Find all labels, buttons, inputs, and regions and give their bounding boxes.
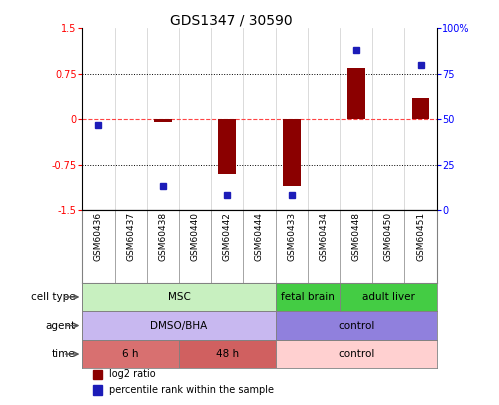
Bar xyxy=(82,340,179,369)
Text: GSM60451: GSM60451 xyxy=(416,212,425,261)
Text: log2 ratio: log2 ratio xyxy=(109,369,156,379)
Text: GSM60448: GSM60448 xyxy=(352,212,361,261)
Bar xyxy=(275,340,437,369)
Text: GSM60440: GSM60440 xyxy=(191,212,200,261)
Bar xyxy=(82,311,275,340)
Bar xyxy=(340,283,437,311)
Bar xyxy=(154,119,172,122)
Text: GSM60444: GSM60444 xyxy=(255,212,264,261)
Text: 48 h: 48 h xyxy=(216,349,239,359)
Text: GSM60436: GSM60436 xyxy=(94,212,103,261)
Text: GSM60438: GSM60438 xyxy=(158,212,167,261)
Bar xyxy=(275,311,437,340)
Text: GSM60442: GSM60442 xyxy=(223,212,232,261)
Text: agent: agent xyxy=(45,320,75,330)
Text: percentile rank within the sample: percentile rank within the sample xyxy=(109,385,274,395)
Bar xyxy=(179,340,275,369)
Text: adult liver: adult liver xyxy=(362,292,415,302)
Bar xyxy=(82,283,275,311)
Text: time: time xyxy=(51,349,75,359)
Text: fetal brain: fetal brain xyxy=(281,292,335,302)
Text: GSM60434: GSM60434 xyxy=(319,212,328,261)
Bar xyxy=(347,68,365,119)
Text: GSM60433: GSM60433 xyxy=(287,212,296,261)
Bar xyxy=(412,98,429,119)
Title: GDS1347 / 30590: GDS1347 / 30590 xyxy=(170,13,292,27)
Text: 6 h: 6 h xyxy=(122,349,139,359)
Bar xyxy=(93,370,102,379)
Text: DMSO/BHA: DMSO/BHA xyxy=(150,320,208,330)
Text: control: control xyxy=(338,320,374,330)
Text: control: control xyxy=(338,349,374,359)
Text: MSC: MSC xyxy=(168,292,191,302)
Text: GSM60437: GSM60437 xyxy=(126,212,135,261)
Bar xyxy=(219,119,236,174)
Bar xyxy=(283,119,300,186)
Bar xyxy=(93,386,102,394)
Bar xyxy=(275,283,340,311)
Text: cell type: cell type xyxy=(30,292,75,302)
Text: GSM60450: GSM60450 xyxy=(384,212,393,261)
